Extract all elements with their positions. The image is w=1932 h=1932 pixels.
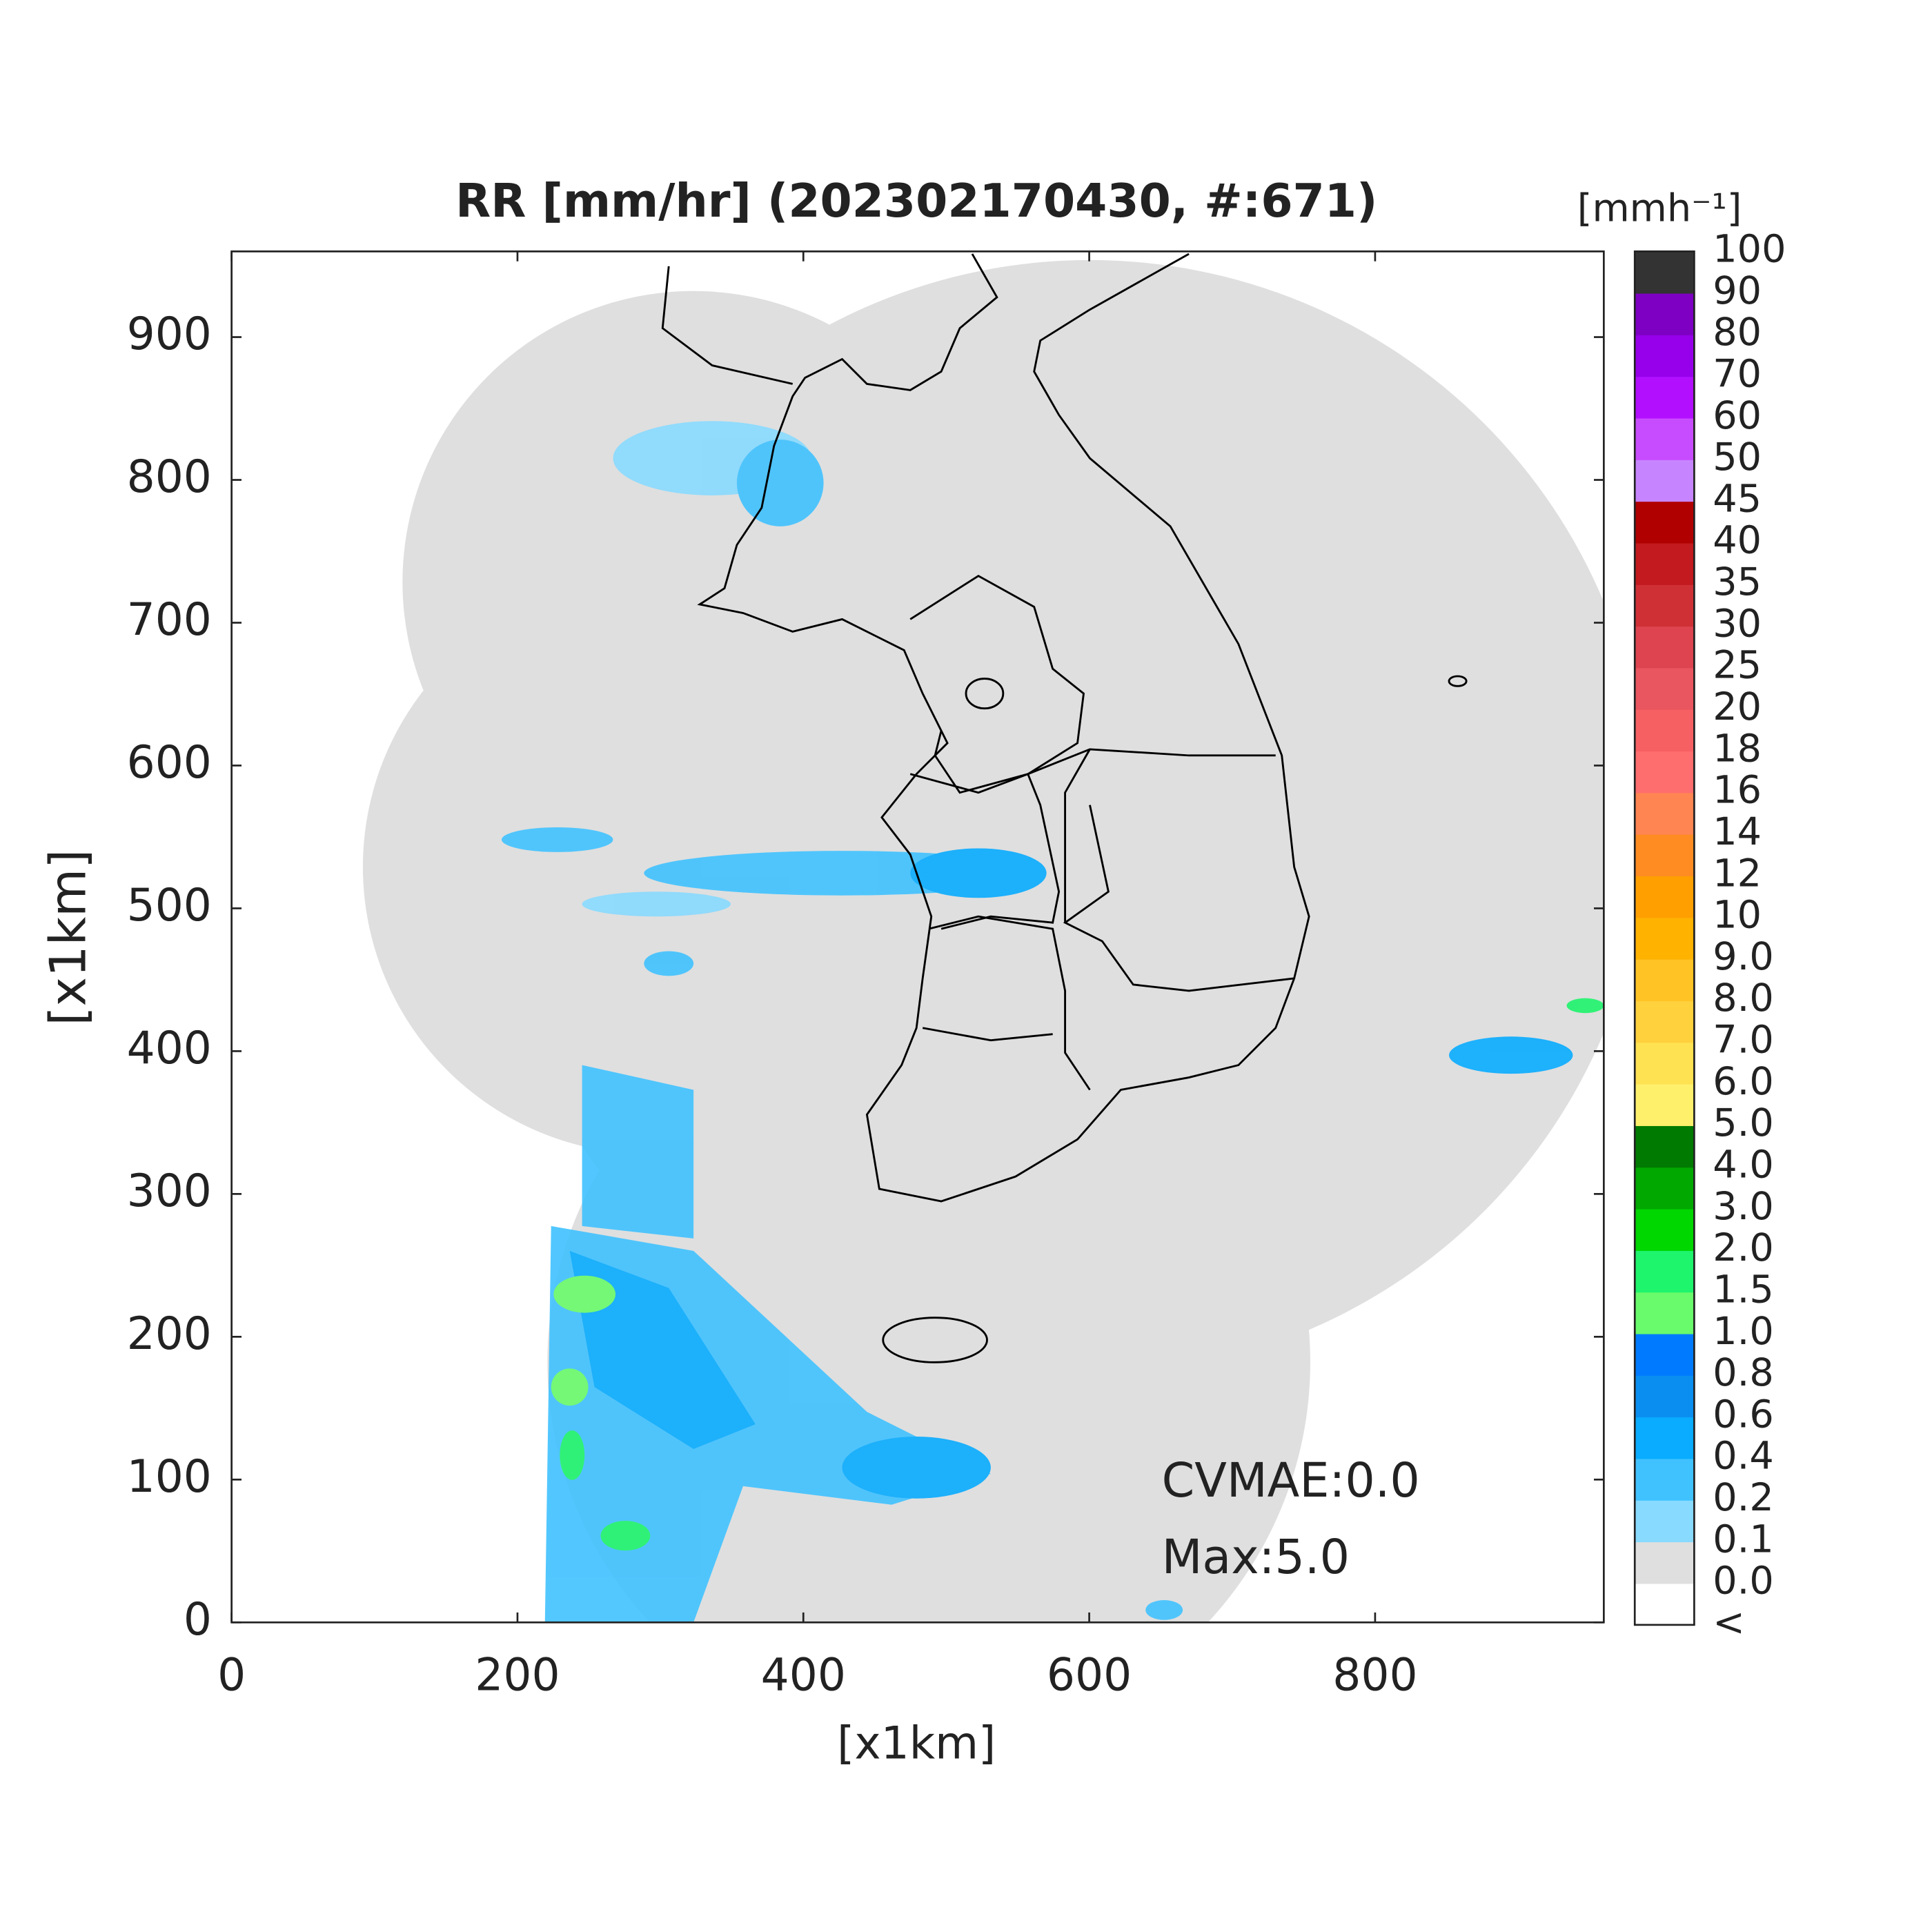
colorbar-tick-label: 25 (1713, 643, 1762, 688)
x-axis-label: [x1km] (837, 1717, 996, 1769)
colorbar-tick-label: 12 (1713, 851, 1762, 896)
colorbar-swatch (1635, 1125, 1695, 1168)
colorbar-swatch (1635, 1374, 1695, 1418)
annotation: CVMAE:0.0 (1162, 1454, 1420, 1508)
colorbar-tick-label: 3.0 (1713, 1184, 1773, 1229)
colorbar-frame (1633, 250, 1695, 1626)
colorbar-tick-label: 45 (1713, 476, 1762, 521)
colorbar-tick-label: 7.0 (1713, 1018, 1773, 1063)
colorbar-tick-label: 40 (1713, 518, 1762, 563)
colorbar-swatch (1635, 958, 1695, 1001)
colorbar-tick-label: 2.0 (1713, 1225, 1773, 1270)
colorbar-tick-label: 16 (1713, 768, 1762, 813)
colorbar-swatch (1635, 1499, 1695, 1543)
colorbar-swatch (1635, 876, 1695, 918)
y-tick-label: 500 (127, 880, 212, 931)
x-tick-label: 400 (761, 1650, 846, 1702)
colorbar-swatch (1635, 1541, 1695, 1584)
y-tick-label: 400 (127, 1023, 212, 1074)
y-tick-label: 900 (127, 308, 212, 360)
y-tick-label: 300 (127, 1165, 212, 1217)
y-tick-label: 600 (127, 737, 212, 789)
colorbar-tick-label: 30 (1713, 601, 1762, 646)
colorbar-tick-label: 0.6 (1713, 1392, 1773, 1437)
colorbar-tick-label: 9.0 (1713, 934, 1773, 979)
chart-title: RR [mm/hr] (202302170430, #:671) (455, 174, 1377, 228)
y-tick-label: 700 (127, 594, 212, 646)
colorbar-swatch (1635, 1292, 1695, 1334)
colorbar-swatch (1635, 1167, 1695, 1210)
colorbar-swatch (1635, 1583, 1695, 1626)
colorbar-swatch (1635, 834, 1695, 877)
colorbar-tick-label: 5.0 (1713, 1101, 1773, 1145)
colorbar-swatch (1635, 626, 1695, 669)
x-tick-label: 600 (1047, 1650, 1132, 1702)
colorbar-swatch (1635, 667, 1695, 710)
x-tick-label: 800 (1332, 1650, 1417, 1702)
colorbar-tick-label: 20 (1713, 684, 1762, 729)
colorbar-tick-label: < (1713, 1600, 1745, 1645)
y-tick-label: 0 (184, 1594, 212, 1646)
colorbar-swatch (1635, 1000, 1695, 1043)
colorbar-tick-label: 70 (1713, 351, 1762, 396)
colorbar-swatch (1635, 1417, 1695, 1459)
y-axis-label: [x1km] (39, 849, 97, 1026)
colorbar-tick-label: 0.1 (1713, 1517, 1773, 1561)
colorbar-swatch (1635, 1250, 1695, 1293)
colorbar-swatch (1635, 751, 1695, 793)
colorbar-tick-label: 8.0 (1713, 976, 1773, 1021)
colorbar-swatch (1635, 376, 1695, 419)
colorbar-swatch (1635, 1042, 1695, 1085)
plot-frame (230, 250, 1605, 1624)
y-tick-label: 100 (127, 1451, 212, 1503)
colorbar-swatch (1635, 293, 1695, 335)
y-tick-label: 200 (127, 1308, 212, 1360)
colorbar-swatch (1635, 792, 1695, 835)
colorbar-swatch (1635, 334, 1695, 377)
y-tick-label: 800 (127, 451, 212, 503)
colorbar-tick-label: 100 (1713, 226, 1786, 271)
colorbar-swatch (1635, 417, 1695, 460)
x-tick-label: 0 (217, 1650, 246, 1702)
colorbar-tick-label: 60 (1713, 393, 1762, 438)
colorbar-swatch (1635, 584, 1695, 627)
colorbar-swatch (1635, 1458, 1695, 1501)
colorbar-tick-label: 80 (1713, 310, 1762, 355)
colorbar-swatch (1635, 1083, 1695, 1126)
colorbar-swatch (1635, 459, 1695, 502)
colorbar-tick-label: 0.0 (1713, 1559, 1773, 1604)
colorbar-tick-label: 1.5 (1713, 1267, 1773, 1312)
coastline (661, 253, 1468, 1363)
colorbar-swatch (1635, 917, 1695, 960)
colorbar-tick-label: 35 (1713, 560, 1762, 604)
precipitation (501, 421, 1604, 1623)
colorbar-tick-label: 1.0 (1713, 1309, 1773, 1354)
colorbar-swatch (1635, 709, 1695, 752)
colorbar-tick-label: 0.2 (1713, 1475, 1773, 1520)
colorbar-tick-label: 6.0 (1713, 1059, 1773, 1104)
colorbar-tick-label: 0.8 (1713, 1350, 1773, 1395)
x-tick-label: 200 (475, 1650, 560, 1702)
colorbar-tick-label: 50 (1713, 435, 1762, 480)
colorbar-swatch (1635, 542, 1695, 585)
colorbar-swatch (1635, 251, 1695, 294)
colorbar-swatch (1635, 1208, 1695, 1251)
annotation: Max:5.0 (1162, 1530, 1350, 1585)
colorbar-tick-label: 90 (1713, 268, 1762, 313)
colorbar-swatch (1635, 501, 1695, 544)
colorbar-tick-label: 4.0 (1713, 1142, 1773, 1187)
colorbar-tick-label: 14 (1713, 809, 1762, 854)
colorbar-swatch (1635, 1333, 1695, 1376)
map (362, 253, 1604, 1623)
colorbar-tick-label: 0.4 (1713, 1434, 1773, 1479)
colorbar-label: [mmh⁻¹] (1577, 186, 1742, 230)
colorbar-tick-label: 10 (1713, 893, 1762, 938)
colorbar-tick-label: 18 (1713, 726, 1762, 771)
